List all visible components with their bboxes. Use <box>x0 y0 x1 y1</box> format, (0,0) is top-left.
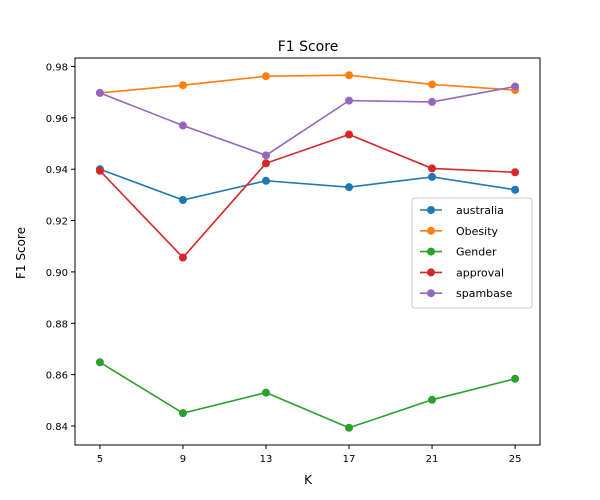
data-point-obesity <box>428 80 437 89</box>
data-point-approval <box>261 159 270 168</box>
legend-item-gender: Gender <box>420 246 497 259</box>
y-tick-label: 0.86 <box>46 371 68 382</box>
data-point-gender <box>178 409 187 418</box>
legend-label: Obesity <box>456 225 499 238</box>
x-tick-label: 9 <box>180 454 186 465</box>
x-tick-label: 21 <box>426 454 439 465</box>
data-point-approval <box>428 164 437 173</box>
data-point-obesity <box>261 72 270 81</box>
data-point-spambase <box>95 88 104 97</box>
plot-area: 5 9 13 17 21 25 0.84 0.86 0.88 0.90 0.92 0.94 0.96 0.… <box>46 57 541 465</box>
legend-swatch-marker <box>427 206 435 214</box>
legend-box <box>411 197 533 309</box>
data-point-gender <box>95 358 104 367</box>
series-line-spambase <box>99 85 516 157</box>
chart-title: F1 Score <box>278 39 339 55</box>
data-point-australia <box>345 183 354 192</box>
series-spambase <box>95 82 520 160</box>
legend-label: australia <box>456 204 504 217</box>
data-point-gender <box>428 395 437 404</box>
data-point-gender <box>511 374 520 383</box>
legend-item-obesity: Obesity <box>420 225 499 238</box>
data-point-approval <box>345 130 354 139</box>
x-tick-label: 25 <box>509 454 522 465</box>
x-tick-label: 13 <box>260 454 273 465</box>
y-axis-label: F1 Score <box>14 227 28 279</box>
data-point-australia <box>178 196 187 205</box>
data-point-gender <box>261 388 270 397</box>
data-point-spambase <box>178 121 187 130</box>
data-point-obesity <box>178 81 187 90</box>
data-point-approval <box>178 253 187 262</box>
data-point-spambase <box>261 151 270 160</box>
axes-frame <box>74 57 541 446</box>
x-tick-label: 17 <box>343 454 356 465</box>
y-tick-label: 0.94 <box>46 165 68 176</box>
data-point-australia <box>511 185 520 194</box>
legend-swatch-marker <box>427 226 435 235</box>
data-point-obesity <box>345 71 354 80</box>
series-australia <box>95 165 520 205</box>
data-point-approval <box>511 168 520 177</box>
y-tick-label: 0.96 <box>46 114 68 125</box>
legend-label: approval <box>456 266 504 279</box>
x-tick-label: 5 <box>97 454 103 465</box>
legend-swatch-marker <box>427 289 435 298</box>
legend-label: Gender <box>456 246 497 259</box>
series-line-approval <box>99 133 516 259</box>
y-tick-label: 0.88 <box>46 319 68 330</box>
legend: australia Obesity Gender approval spambase <box>411 197 533 309</box>
y-tick-label: 0.92 <box>46 217 68 228</box>
legend-label: spambase <box>456 287 513 300</box>
data-point-spambase <box>511 82 520 91</box>
data-point-spambase <box>345 96 354 105</box>
series-gender <box>95 358 520 432</box>
data-point-spambase <box>428 97 437 106</box>
data-point-gender <box>345 423 354 432</box>
series-approval <box>95 130 520 262</box>
legend-swatch-marker <box>427 268 435 277</box>
y-tick-label: 0.90 <box>46 268 68 279</box>
legend-item-approval: approval <box>420 266 504 279</box>
data-point-australia <box>428 172 437 181</box>
legend-item-australia: australia <box>420 204 504 217</box>
x-axis-label: K <box>304 473 313 487</box>
series-line-obesity <box>99 74 516 94</box>
series-line-australia <box>99 168 516 201</box>
legend-item-spambase: spambase <box>420 287 513 300</box>
data-point-australia <box>261 176 270 185</box>
data-point-approval <box>95 166 104 175</box>
y-tick-label: 0.98 <box>46 62 68 73</box>
series-line-gender <box>99 361 516 429</box>
y-tick-label: 0.84 <box>46 422 68 433</box>
legend-swatch-marker <box>427 247 435 256</box>
